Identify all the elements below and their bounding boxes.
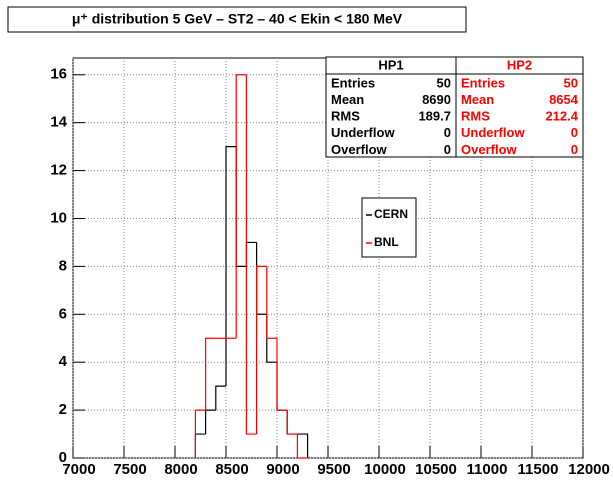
histogram-bin: [256, 265, 267, 435]
histogram-bin: [235, 74, 247, 339]
stats-title: HP1: [378, 57, 403, 72]
x-tick-label: 12000: [568, 461, 610, 478]
stats-value: 8654: [549, 92, 579, 107]
x-tick-label: 10500: [415, 461, 457, 478]
stats-label: Entries: [331, 75, 375, 90]
histogram-bin: [266, 266, 277, 339]
chart-title: μ⁺ distribution 5 GeV – ST2 – 40 < Ekin …: [72, 11, 403, 27]
histogram-bin: [286, 410, 298, 435]
stats-label: Overflow: [331, 142, 388, 157]
title-box: [7, 6, 467, 33]
x-tick-label: 11500: [518, 461, 559, 478]
histogram-bin: [276, 338, 288, 411]
stats-value: 0: [444, 142, 451, 157]
stats-label: RMS: [461, 109, 490, 124]
x-tick-label: 9000: [266, 461, 299, 478]
y-tick-label: 14: [50, 114, 67, 131]
y-tick-label: 6: [59, 305, 67, 322]
y-tick-label: 2: [59, 401, 67, 418]
y-tick-label: 16: [50, 66, 67, 83]
histogram-bin: [194, 409, 206, 458]
stats-value: 50: [437, 75, 451, 90]
stats-label: Overflow: [461, 142, 518, 157]
stats-value: 8690: [422, 92, 451, 107]
stats-label: Underflow: [331, 125, 395, 140]
stats-value: 50: [564, 75, 578, 90]
y-tick-label: 0: [59, 449, 67, 466]
histogram-bin: [297, 433, 309, 458]
histogram-bin: [205, 337, 216, 411]
legend-box: [361, 197, 417, 258]
stats-label: Mean: [331, 92, 364, 107]
x-tick-label: 10000: [364, 461, 406, 478]
y-tick-label: 12: [50, 162, 67, 179]
legend-label: CERN: [374, 207, 408, 221]
x-tick-label: 7500: [113, 461, 146, 478]
stats-value: 189.7: [418, 109, 451, 124]
y-tick-label: 10: [50, 209, 67, 226]
stats-value: 212.4: [545, 109, 578, 124]
x-tick-label: 8500: [215, 461, 248, 478]
stats-label: Mean: [461, 92, 494, 107]
x-tick-label: 11000: [467, 461, 508, 478]
histogram-bin: [296, 434, 308, 459]
stats-value: 0: [444, 125, 451, 140]
stats-value: 0: [571, 142, 578, 157]
x-tick-label: 7000: [62, 461, 95, 478]
y-tick-label: 8: [59, 257, 67, 274]
stats-title: HP2: [507, 57, 532, 72]
histogram-bin: [225, 146, 237, 387]
histogram-bin: [215, 385, 226, 411]
x-tick-label: 8000: [164, 461, 197, 478]
histogram-bin: [245, 74, 257, 435]
stats-value: 0: [571, 125, 578, 140]
x-tick-label: 9500: [317, 461, 350, 478]
stats-label: RMS: [331, 109, 360, 124]
y-tick-label: 4: [59, 353, 68, 370]
stats-label: Entries: [461, 75, 505, 90]
legend-label: BNL: [374, 235, 399, 249]
stats-label: Underflow: [461, 125, 525, 140]
